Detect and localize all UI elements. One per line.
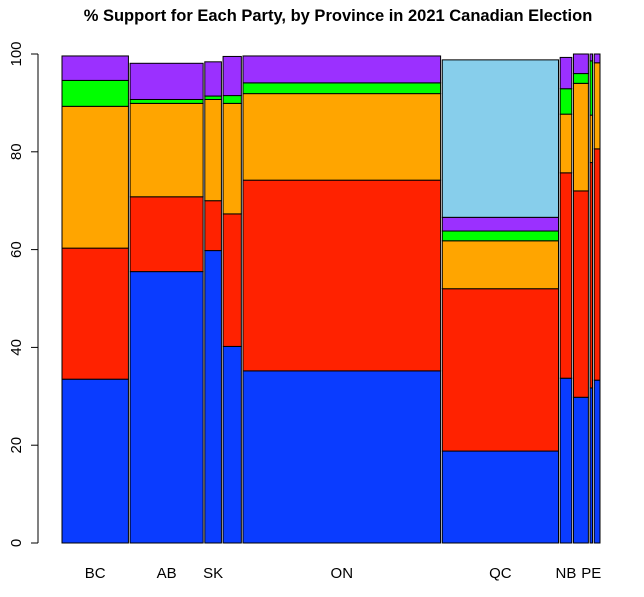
x-tick-label: PE <box>581 565 601 582</box>
bar-segment <box>559 172 573 379</box>
bar-segment <box>222 213 242 347</box>
x-tick-label: QC <box>489 565 512 582</box>
bar-segment <box>572 82 589 192</box>
bar-ab <box>129 62 204 544</box>
x-tick-label: BC <box>85 565 106 582</box>
y-tick-label: 0 <box>8 539 25 547</box>
bar-segment <box>129 62 204 100</box>
bar-segment <box>61 378 129 544</box>
bar-segment <box>129 98 204 104</box>
x-tick-label: SK <box>203 565 223 582</box>
bar-segment <box>572 396 589 544</box>
bar-segment <box>589 387 594 544</box>
bar-pe <box>589 53 594 544</box>
y-tick-label: 100 <box>8 41 25 66</box>
bar-segment <box>559 88 573 115</box>
bar-segment <box>559 56 573 90</box>
bar-segment <box>204 98 222 202</box>
bar-bc <box>61 55 129 544</box>
bar-segment <box>242 82 442 95</box>
bar-segment <box>441 216 559 232</box>
bar-segment <box>441 288 559 452</box>
x-tick-label: ON <box>331 565 354 582</box>
bar-mb <box>222 55 242 544</box>
bar-segment <box>222 95 242 104</box>
bar-segment <box>572 190 589 398</box>
bar-segment <box>589 162 594 389</box>
bar-segment <box>242 179 442 372</box>
chart-title: % Support for Each Party, by Province in… <box>84 7 593 25</box>
bar-segment <box>589 60 594 116</box>
bar-segment <box>593 379 601 544</box>
x-tick-label: AB <box>157 565 177 582</box>
bar-segment <box>589 53 594 62</box>
y-tick-label: 20 <box>8 437 25 454</box>
bar-segment <box>242 93 442 181</box>
y-tick-label: 60 <box>8 241 25 258</box>
bar-segment <box>204 200 222 252</box>
bar-segment <box>222 55 242 97</box>
bar-segment <box>593 148 601 381</box>
bar-segment <box>559 113 573 174</box>
bar-segment <box>441 450 559 544</box>
bar-segment <box>129 271 204 544</box>
bar-segment <box>593 62 601 150</box>
bar-segment <box>61 247 129 380</box>
x-tick-label: NB <box>556 565 577 582</box>
bar-qc <box>441 59 559 544</box>
bar-segment <box>589 114 594 164</box>
bar-segment <box>441 59 559 218</box>
bars-group <box>61 53 601 544</box>
bar-sk <box>204 61 222 544</box>
bar-segment <box>204 95 222 100</box>
bar-segment <box>61 79 129 107</box>
bar-segment <box>441 240 559 290</box>
bar-nl <box>593 53 601 544</box>
bar-segment <box>204 61 222 97</box>
bar-segment <box>242 55 442 84</box>
bar-segment <box>572 73 589 84</box>
y-tick-label: 40 <box>8 339 25 356</box>
bar-segment <box>61 55 129 81</box>
bar-segment <box>242 370 442 544</box>
x-axis-labels: BC AB SK ON QC NB PE <box>85 565 602 582</box>
bar-segment <box>222 102 242 215</box>
bar-segment <box>572 53 589 75</box>
bar-segment <box>222 345 242 544</box>
y-tick-label: 80 <box>8 143 25 160</box>
bar-segment <box>593 53 601 64</box>
bar-segment <box>61 105 129 249</box>
bar-ns <box>572 53 589 544</box>
bar-segment <box>204 250 222 544</box>
bar-segment <box>129 196 204 273</box>
bar-nb <box>559 56 573 544</box>
bar-segment <box>559 377 573 544</box>
bar-segment <box>441 230 559 242</box>
bar-on <box>242 55 442 544</box>
y-axis: 0 20 40 60 80 100 <box>8 41 39 547</box>
bar-segment <box>129 102 204 198</box>
